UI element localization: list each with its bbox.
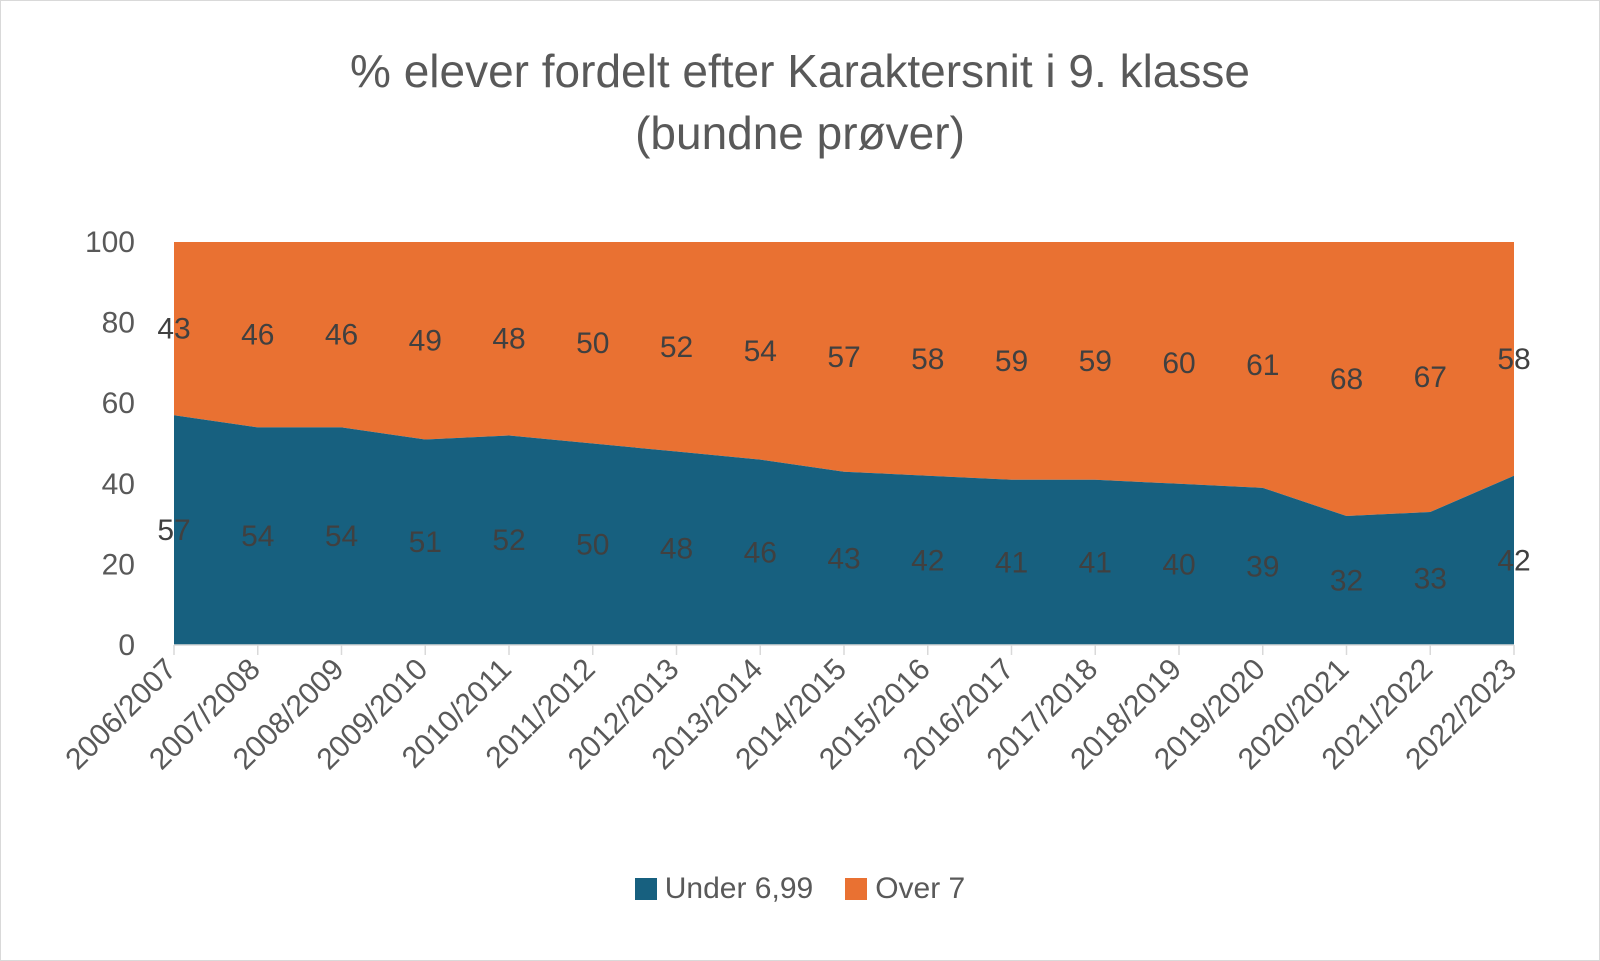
- legend-label-over: Over 7: [875, 872, 966, 905]
- data-label-under: 42: [1497, 544, 1530, 577]
- chart-title-line-1: % elever fordelt efter Karaktersnit i 9.…: [350, 45, 1250, 97]
- legend: Under 6,99 Over 7: [0, 872, 1600, 906]
- legend-label-under: Under 6,99: [664, 872, 814, 905]
- legend-swatch-over: [845, 878, 868, 900]
- data-label-under: 54: [325, 520, 358, 553]
- data-label-under: 52: [492, 524, 525, 557]
- data-label-over: 60: [1162, 347, 1195, 380]
- data-label-under: 48: [660, 532, 693, 565]
- y-tick-label: 80: [102, 307, 135, 340]
- data-label-over: 57: [827, 341, 860, 374]
- data-label-under: 51: [409, 526, 442, 559]
- data-label-over: 48: [492, 323, 525, 356]
- data-label-over: 49: [409, 325, 442, 358]
- data-label-under: 39: [1246, 550, 1279, 583]
- data-label-over: 52: [660, 331, 693, 364]
- data-label-over: 58: [1497, 343, 1530, 376]
- data-label-over: 59: [1079, 345, 1112, 378]
- data-label-under: 40: [1162, 548, 1195, 581]
- data-label-over: 46: [241, 319, 274, 352]
- area-series-under: [174, 415, 1514, 645]
- data-label-under: 41: [1079, 546, 1112, 579]
- data-label-over: 61: [1246, 349, 1279, 382]
- data-label-over: 46: [325, 319, 358, 352]
- data-label-under: 41: [995, 546, 1028, 579]
- data-label-under: 46: [744, 536, 777, 569]
- y-tick-label: 100: [85, 226, 135, 259]
- legend-item-under: Under 6,99: [634, 872, 814, 906]
- data-label-over: 59: [995, 345, 1028, 378]
- y-tick-label: 40: [102, 468, 135, 501]
- data-label-over: 54: [744, 335, 777, 368]
- data-label-over: 68: [1330, 363, 1363, 396]
- area-series-over: [174, 242, 1514, 517]
- data-label-over: 67: [1414, 361, 1447, 394]
- y-tick-label: 60: [102, 387, 135, 420]
- data-label-under: 50: [576, 528, 609, 561]
- legend-swatch-under: [634, 878, 657, 900]
- data-label-under: 54: [241, 520, 274, 553]
- data-label-over: 50: [576, 327, 609, 360]
- data-label-under: 43: [827, 542, 860, 575]
- data-label-under: 42: [911, 544, 944, 577]
- chart-title: % elever fordelt efter Karaktersnit i 9.…: [0, 40, 1600, 164]
- data-label-under: 57: [157, 514, 190, 547]
- data-label-over: 43: [157, 313, 190, 346]
- y-tick-label: 20: [102, 548, 135, 581]
- data-label-over: 58: [911, 343, 944, 376]
- y-tick-label: 0: [118, 629, 135, 662]
- data-label-under: 33: [1414, 563, 1447, 596]
- chart-title-line-2: (bundne prøver): [635, 107, 965, 159]
- data-label-under: 32: [1330, 565, 1363, 598]
- legend-item-over: Over 7: [845, 872, 965, 906]
